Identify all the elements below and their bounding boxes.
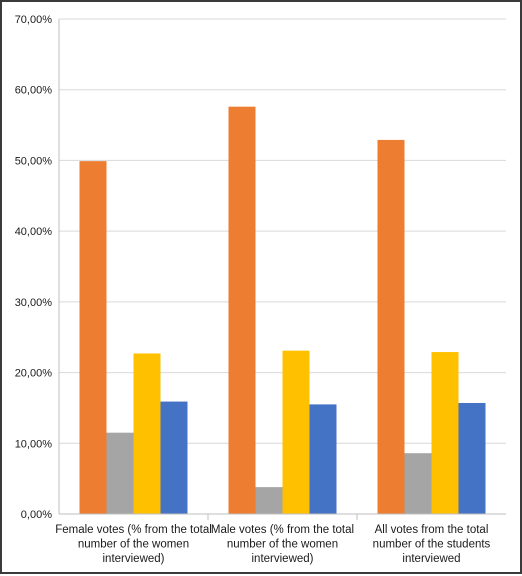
y-tick-label: 40,00% <box>15 226 53 238</box>
y-tick-label: 0,00% <box>21 509 52 521</box>
bar <box>228 106 256 514</box>
axes <box>58 19 506 520</box>
x-category-label: Female votes (% from the total number of … <box>55 524 212 565</box>
bar <box>431 352 459 514</box>
y-tick-label: 60,00% <box>15 85 53 97</box>
bar <box>309 404 337 514</box>
y-tick-label: 70,00% <box>15 14 53 26</box>
bar <box>255 487 283 514</box>
bar <box>160 401 188 514</box>
x-category-label: All votes from the total number of the st… <box>373 524 491 565</box>
y-tick-label: 30,00% <box>15 297 53 309</box>
y-tick-label: 10,00% <box>15 438 53 450</box>
y-tick-label: 50,00% <box>15 155 53 167</box>
bar <box>282 350 310 514</box>
labels: 0,00% 10,00% 20,00% 30,00% 40,00% 50,00% 60,00… <box>15 14 491 565</box>
bar <box>133 353 161 514</box>
bar <box>458 402 486 514</box>
y-tick-label: 20,00% <box>15 368 53 380</box>
bar <box>377 139 405 514</box>
bar <box>404 453 432 514</box>
bars <box>79 106 486 514</box>
bar <box>79 161 107 514</box>
x-category-label: Male votes (% from the total number of th… <box>211 524 354 565</box>
bar <box>106 432 134 514</box>
